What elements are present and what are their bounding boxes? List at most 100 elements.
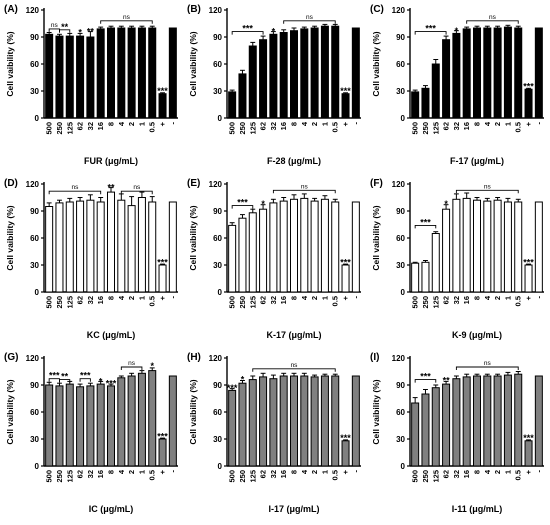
x-axis-title: K-17 (μg/mL)	[266, 330, 321, 340]
bar	[148, 201, 157, 293]
x-tick-label: 2	[127, 470, 136, 474]
bar	[503, 26, 512, 119]
x-tick-label: -	[534, 296, 543, 299]
bar	[117, 199, 126, 293]
bar	[86, 36, 95, 119]
y-tick-label: 90	[396, 207, 405, 216]
significance-bracket	[414, 224, 437, 229]
y-axis-title: Cell vaibility (%)	[371, 31, 381, 96]
y-tick-label: 30	[30, 261, 39, 270]
bar	[259, 376, 268, 467]
x-tick-label: 16	[96, 470, 105, 478]
significance-stars: ***	[420, 217, 431, 227]
significance-bracket	[120, 366, 143, 370]
x-tick-label: +	[158, 469, 167, 474]
significance-stars: *	[455, 26, 459, 36]
significance-ns-label: ns	[71, 184, 79, 191]
x-tick-label: 62	[442, 122, 451, 130]
significance-stars: ***	[340, 257, 351, 267]
x-tick-label: -	[168, 470, 177, 473]
significance-stars: *	[272, 27, 276, 37]
bar	[289, 30, 299, 119]
bar	[106, 385, 116, 467]
bar	[411, 262, 420, 293]
bar	[238, 382, 247, 467]
x-tick-label: 500	[411, 470, 420, 483]
x-tick-label: 250	[238, 122, 247, 135]
bar	[259, 208, 268, 293]
x-tick-label: 16	[279, 296, 288, 304]
y-tick-label: 120	[392, 180, 406, 189]
bar	[96, 28, 105, 119]
y-tick-label: 90	[30, 33, 39, 42]
x-tick-label: 4	[117, 469, 126, 474]
y-tick-label: 60	[213, 408, 222, 417]
bar	[106, 191, 116, 293]
bar	[158, 93, 167, 119]
bar	[248, 45, 257, 119]
x-axis-title: F-17 (μg/mL)	[450, 156, 504, 166]
x-tick-label: +	[524, 121, 533, 126]
x-tick-label: 62	[259, 122, 268, 130]
bar	[168, 375, 177, 467]
bar	[86, 199, 95, 293]
x-tick-label: 8	[290, 122, 299, 126]
bar	[238, 73, 247, 119]
significance-bracket	[283, 20, 336, 24]
x-tick-label: 62	[259, 470, 268, 478]
significance-bracket	[79, 378, 91, 382]
y-axis-title: Cell vaibility (%)	[188, 205, 198, 270]
bar	[534, 201, 543, 293]
x-tick-label: 500	[45, 296, 54, 309]
bar	[514, 27, 523, 119]
y-tick-label: 30	[396, 261, 405, 270]
x-tick-label: 16	[279, 122, 288, 130]
x-tick-label: 32	[86, 296, 95, 304]
panel-a: (A) Cell vaibility (%) 0 30 60 90 120 500 250 125…	[4, 4, 178, 166]
significance-ns-label: ns	[484, 183, 492, 190]
x-tick-label: 1	[137, 296, 146, 300]
significance-ns-label: ns	[128, 360, 136, 367]
bar	[431, 387, 440, 467]
x-tick-label: +	[524, 469, 533, 474]
significance-bracket	[272, 189, 336, 194]
significance-bracket	[59, 379, 71, 383]
significance-stars: *	[78, 28, 82, 38]
panel-label: (H)	[187, 352, 201, 363]
y-tick-label: 120	[26, 354, 40, 363]
x-tick-label: 4	[300, 121, 309, 126]
bar	[279, 32, 288, 119]
x-tick-label: 62	[76, 296, 85, 304]
significance-stars: *	[444, 199, 448, 209]
y-tick-label: 120	[209, 6, 223, 15]
bar	[310, 27, 319, 119]
y-tick-label: 60	[396, 234, 405, 243]
bar	[55, 35, 64, 119]
bar	[331, 201, 340, 293]
x-tick-label: 2	[127, 296, 136, 300]
bar	[65, 383, 74, 467]
y-tick-label: 0	[401, 288, 406, 297]
x-tick-label: 125	[65, 470, 74, 483]
x-tick-label: 125	[431, 470, 440, 483]
bar	[127, 27, 136, 119]
y-tick-label: 60	[213, 234, 222, 243]
bar	[472, 27, 482, 119]
y-axis-title: Cell vaibility (%)	[371, 379, 381, 444]
x-tick-label: 8	[473, 296, 482, 300]
bar	[228, 389, 237, 467]
x-tick-label: 32	[269, 122, 278, 130]
x-tick-label: 16	[96, 122, 105, 130]
significance-ns-label: ns	[489, 14, 497, 21]
bar	[411, 402, 420, 467]
x-tick-label: 0.5	[331, 122, 340, 132]
bar	[148, 27, 157, 119]
significance-stars: ***	[340, 86, 351, 96]
x-tick-label: 250	[55, 122, 64, 135]
x-tick-label: 2	[310, 122, 319, 126]
x-tick-label: 1	[503, 122, 512, 126]
x-tick-label: 62	[442, 470, 451, 478]
bar	[462, 197, 471, 293]
significance-bracket	[48, 190, 102, 195]
x-tick-label: 250	[421, 470, 430, 483]
